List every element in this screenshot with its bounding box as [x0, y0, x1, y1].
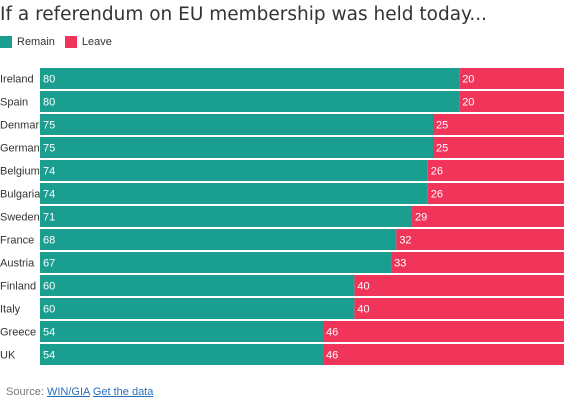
- value-label-leave-denmark: 25: [436, 120, 448, 132]
- category-label-bulgaria: Bulgaria: [0, 189, 41, 201]
- bar-remain-ireland: [40, 68, 460, 89]
- category-label-sweden: Sweden: [0, 212, 40, 224]
- bar-remain-spain: [40, 91, 460, 112]
- value-label-remain-ireland: 80: [43, 74, 55, 86]
- value-label-remain-sweden: 71: [43, 212, 55, 224]
- source-footer: Source: WIN/GIA Get the data: [6, 386, 153, 398]
- bar-leave-ireland: [459, 68, 564, 89]
- category-label-greece: Greece: [0, 327, 36, 339]
- legend-item-leave[interactable]: Leave: [64, 36, 112, 48]
- value-label-remain-greece: 54: [43, 327, 55, 339]
- bar-remain-austria: [40, 252, 392, 273]
- value-label-leave-sweden: 29: [415, 212, 427, 224]
- bar-leave-belgium: [427, 160, 564, 181]
- value-label-remain-finland: 60: [43, 281, 55, 293]
- category-label-finland: Finland: [0, 281, 36, 293]
- get-the-data-link[interactable]: Get the data: [92, 386, 154, 398]
- legend-item-remain[interactable]: Remain: [0, 36, 55, 48]
- bar-leave-austria: [391, 252, 564, 273]
- value-label-leave-spain: 20: [462, 97, 474, 109]
- value-label-leave-bulgaria: 26: [431, 189, 443, 201]
- bar-remain-belgium: [40, 160, 428, 181]
- category-label-italy: Italy: [0, 304, 21, 316]
- bar-leave-spain: [459, 91, 564, 112]
- bar-leave-germany: [433, 137, 564, 158]
- value-label-remain-belgium: 74: [43, 166, 55, 178]
- value-label-leave-ireland: 20: [462, 74, 474, 86]
- value-label-remain-bulgaria: 74: [43, 189, 55, 201]
- value-label-remain-austria: 67: [43, 258, 55, 270]
- category-label-belgium: Belgium: [0, 166, 40, 178]
- value-label-leave-finland: 40: [357, 281, 369, 293]
- bar-leave-france: [396, 229, 564, 250]
- value-label-leave-italy: 40: [357, 304, 369, 316]
- bar-leave-sweden: [412, 206, 564, 227]
- legend-label-leave: Leave: [81, 36, 112, 48]
- bar-leave-bulgaria: [427, 183, 564, 204]
- category-label-uk: UK: [0, 350, 16, 362]
- legend-label-remain: Remain: [17, 36, 55, 48]
- value-label-remain-germany: 75: [43, 143, 55, 155]
- bar-remain-finland: [40, 275, 355, 296]
- category-label-spain: Spain: [0, 97, 28, 109]
- value-label-leave-greece: 46: [326, 327, 338, 339]
- bar-remain-greece: [40, 321, 323, 342]
- value-label-remain-france: 68: [43, 235, 55, 247]
- bar-leave-finland: [354, 275, 564, 296]
- value-label-leave-france: 32: [399, 235, 411, 247]
- value-label-remain-italy: 60: [43, 304, 55, 316]
- bar-remain-france: [40, 229, 397, 250]
- value-label-leave-austria: 33: [394, 258, 406, 270]
- bar-leave-uk: [322, 344, 564, 365]
- bar-remain-germany: [40, 137, 433, 158]
- bar-remain-sweden: [40, 206, 413, 227]
- bar-remain-denmark: [40, 114, 433, 135]
- category-label-germany: Germany: [0, 143, 46, 155]
- category-label-france: France: [0, 235, 34, 247]
- bar-remain-uk: [40, 344, 323, 365]
- bar-remain-italy: [40, 298, 355, 319]
- legend-swatch-leave: [64, 36, 77, 48]
- source-prefix: Source:: [6, 386, 47, 398]
- chart-title: If a referendum on EU membership was hel…: [0, 4, 487, 25]
- source-link[interactable]: WIN/GIA: [46, 386, 90, 398]
- value-label-leave-germany: 25: [436, 143, 448, 155]
- category-label-austria: Austria: [0, 258, 35, 270]
- bar-leave-italy: [354, 298, 564, 319]
- value-label-remain-denmark: 75: [43, 120, 55, 132]
- category-label-denmark: Denmark: [0, 120, 45, 132]
- value-label-leave-belgium: 26: [431, 166, 443, 178]
- legend-swatch-remain: [0, 36, 12, 48]
- legend: Remain Leave: [0, 36, 122, 48]
- value-label-remain-uk: 54: [43, 350, 55, 362]
- category-label-ireland: Ireland: [0, 74, 34, 86]
- value-label-remain-spain: 80: [43, 97, 55, 109]
- bar-remain-bulgaria: [40, 183, 428, 204]
- bar-leave-greece: [322, 321, 564, 342]
- value-label-leave-uk: 46: [326, 350, 338, 362]
- bar-leave-denmark: [433, 114, 564, 135]
